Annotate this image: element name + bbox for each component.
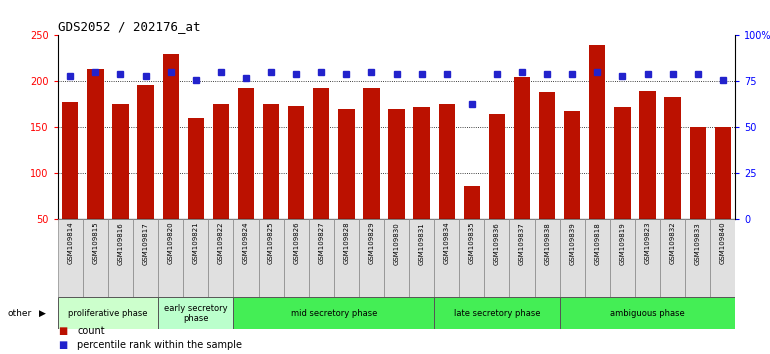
Text: count: count (77, 326, 105, 336)
Text: GSM109824: GSM109824 (243, 222, 249, 264)
Text: mid secretory phase: mid secretory phase (290, 309, 377, 318)
FancyBboxPatch shape (710, 219, 735, 297)
Text: GDS2052 / 202176_at: GDS2052 / 202176_at (58, 20, 200, 33)
Text: GSM109836: GSM109836 (494, 222, 500, 264)
Bar (489, 114, 505, 219)
FancyBboxPatch shape (158, 219, 183, 297)
FancyBboxPatch shape (685, 219, 710, 297)
Text: ▶: ▶ (38, 309, 45, 318)
Bar (589, 45, 605, 219)
FancyBboxPatch shape (584, 219, 610, 297)
Bar (62, 102, 79, 219)
Bar (413, 107, 430, 219)
Text: GSM109828: GSM109828 (343, 222, 350, 264)
FancyBboxPatch shape (510, 219, 534, 297)
Text: percentile rank within the sample: percentile rank within the sample (77, 341, 242, 350)
FancyBboxPatch shape (560, 219, 584, 297)
FancyBboxPatch shape (233, 219, 259, 297)
Text: GSM109839: GSM109839 (569, 222, 575, 264)
Bar (188, 118, 204, 219)
Text: other: other (8, 309, 32, 318)
Bar (514, 77, 531, 219)
Bar (715, 127, 731, 219)
FancyBboxPatch shape (309, 219, 334, 297)
FancyBboxPatch shape (635, 219, 660, 297)
Text: GSM109820: GSM109820 (168, 222, 174, 264)
FancyBboxPatch shape (58, 297, 158, 329)
Text: GSM109821: GSM109821 (192, 222, 199, 264)
Bar (639, 91, 656, 219)
Bar (112, 104, 129, 219)
Bar (137, 85, 154, 219)
Bar (263, 104, 280, 219)
FancyBboxPatch shape (484, 219, 510, 297)
Bar (313, 88, 330, 219)
Text: GSM109837: GSM109837 (519, 222, 525, 264)
Bar (665, 97, 681, 219)
Text: GSM109819: GSM109819 (619, 222, 625, 264)
Text: GSM109825: GSM109825 (268, 222, 274, 264)
Text: GSM109815: GSM109815 (92, 222, 99, 264)
Text: proliferative phase: proliferative phase (69, 309, 148, 318)
Text: ambiguous phase: ambiguous phase (610, 309, 685, 318)
Bar (564, 111, 581, 219)
FancyBboxPatch shape (384, 219, 409, 297)
FancyBboxPatch shape (560, 297, 735, 329)
Bar (614, 107, 631, 219)
FancyBboxPatch shape (334, 219, 359, 297)
FancyBboxPatch shape (283, 219, 309, 297)
Text: ■: ■ (58, 326, 67, 336)
Bar (439, 104, 455, 219)
Bar (388, 109, 405, 219)
Text: GSM109838: GSM109838 (544, 222, 550, 264)
FancyBboxPatch shape (158, 297, 233, 329)
Bar (464, 186, 480, 219)
Text: GSM109827: GSM109827 (318, 222, 324, 264)
Bar (87, 69, 103, 219)
FancyBboxPatch shape (259, 219, 283, 297)
Text: GSM109829: GSM109829 (369, 222, 374, 264)
FancyBboxPatch shape (434, 297, 560, 329)
Text: GSM109834: GSM109834 (444, 222, 450, 264)
FancyBboxPatch shape (183, 219, 209, 297)
Bar (539, 92, 555, 219)
Text: GSM109816: GSM109816 (118, 222, 123, 264)
FancyBboxPatch shape (660, 219, 685, 297)
FancyBboxPatch shape (233, 297, 434, 329)
Bar (288, 106, 304, 219)
Text: GSM109840: GSM109840 (720, 222, 726, 264)
Text: GSM109832: GSM109832 (670, 222, 675, 264)
Bar (690, 127, 706, 219)
Text: GSM109822: GSM109822 (218, 222, 224, 264)
FancyBboxPatch shape (83, 219, 108, 297)
Text: GSM109817: GSM109817 (142, 222, 149, 264)
FancyBboxPatch shape (610, 219, 635, 297)
FancyBboxPatch shape (209, 219, 233, 297)
Bar (363, 88, 380, 219)
Text: GSM109831: GSM109831 (419, 222, 424, 264)
Text: GSM109826: GSM109826 (293, 222, 300, 264)
Text: early secretory
phase: early secretory phase (164, 304, 228, 323)
FancyBboxPatch shape (409, 219, 434, 297)
Bar (162, 54, 179, 219)
Bar (238, 88, 254, 219)
FancyBboxPatch shape (359, 219, 384, 297)
Text: GSM109823: GSM109823 (644, 222, 651, 264)
Text: GSM109818: GSM109818 (594, 222, 601, 264)
Text: ■: ■ (58, 341, 67, 350)
FancyBboxPatch shape (434, 219, 459, 297)
Text: GSM109814: GSM109814 (67, 222, 73, 264)
FancyBboxPatch shape (108, 219, 133, 297)
FancyBboxPatch shape (459, 219, 484, 297)
Bar (338, 109, 354, 219)
FancyBboxPatch shape (534, 219, 560, 297)
FancyBboxPatch shape (133, 219, 158, 297)
Text: GSM109835: GSM109835 (469, 222, 475, 264)
Text: GSM109830: GSM109830 (393, 222, 400, 264)
Text: GSM109833: GSM109833 (695, 222, 701, 264)
Text: late secretory phase: late secretory phase (454, 309, 541, 318)
Bar (213, 104, 229, 219)
FancyBboxPatch shape (58, 219, 83, 297)
